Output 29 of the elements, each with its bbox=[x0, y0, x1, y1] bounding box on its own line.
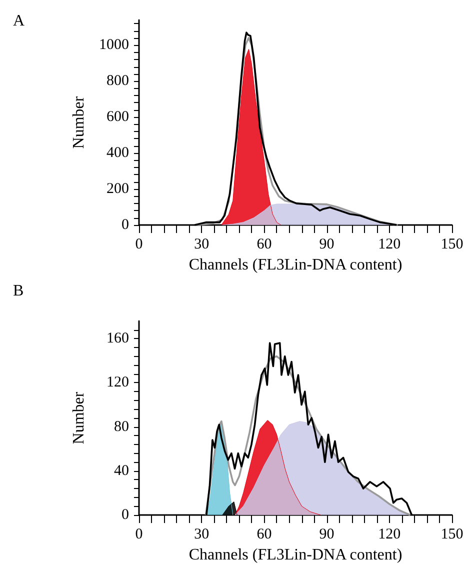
y-tick-label: 1000 bbox=[99, 37, 129, 54]
chart-title: A bbox=[13, 12, 25, 30]
y-tick-label: 600 bbox=[106, 109, 129, 126]
x-tick-label: 90 bbox=[319, 526, 334, 542]
x-tick-label: 0 bbox=[135, 236, 143, 252]
x-tick-label: 150 bbox=[440, 526, 464, 542]
x-tick-label: 120 bbox=[378, 526, 401, 542]
y-axis-title: Number bbox=[70, 391, 88, 444]
y-axis-title: Number bbox=[70, 96, 88, 149]
x-axis-title: Channels (FL3Lin-DNA content) bbox=[188, 256, 402, 274]
y-tick-label: 160 bbox=[106, 330, 129, 347]
chart-title: B bbox=[13, 282, 24, 300]
y-tick-label: 120 bbox=[106, 374, 129, 391]
x-tick-label: 60 bbox=[256, 526, 272, 542]
x-tick-label: 0 bbox=[135, 526, 143, 542]
y-tick-label: 0 bbox=[122, 217, 129, 233]
x-tick-label: 120 bbox=[378, 236, 401, 252]
x-tick-label: 30 bbox=[194, 236, 210, 252]
y-tick-label: 0 bbox=[122, 507, 129, 523]
y-tick-label: 800 bbox=[106, 73, 129, 90]
x-axis-title: Channels (FL3Lin-DNA content) bbox=[188, 546, 402, 564]
x-tick-label: 60 bbox=[256, 236, 272, 252]
y-tick-label: 40 bbox=[114, 462, 129, 479]
x-tick-label: 90 bbox=[319, 236, 334, 252]
x-tick-label: 150 bbox=[440, 236, 464, 252]
y-tick-label: 400 bbox=[106, 145, 129, 162]
y-tick-label: 80 bbox=[114, 418, 129, 435]
y-tick-label: 200 bbox=[106, 181, 129, 198]
x-tick-label: 30 bbox=[194, 526, 210, 542]
